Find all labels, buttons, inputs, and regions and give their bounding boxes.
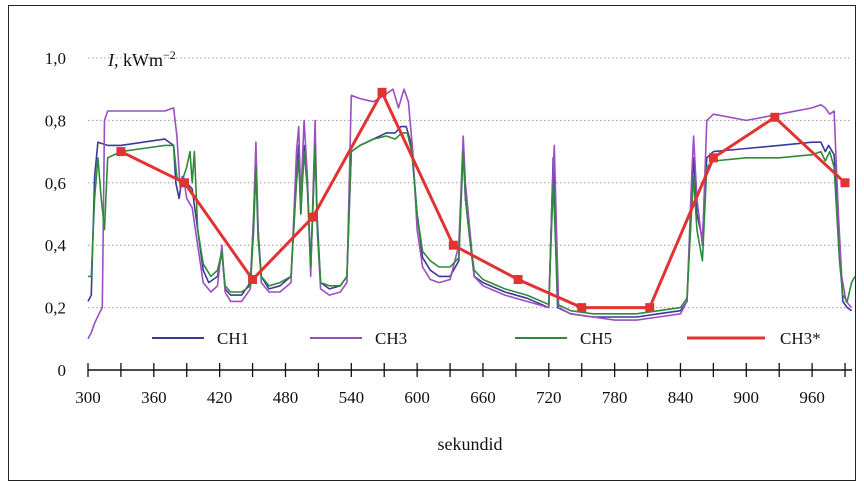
x-tick-label-5: 600 xyxy=(404,388,430,407)
x-tick-label-0: 300 xyxy=(75,388,101,407)
data-point-2 xyxy=(248,275,258,285)
y-tick-label-2: 0,4 xyxy=(45,236,67,255)
y-axis-title: I, kWm−2 xyxy=(107,48,176,70)
y-tick-label-5: 1,0 xyxy=(45,49,66,68)
x-tick-label-4: 540 xyxy=(339,388,365,407)
x-tick-label-7: 720 xyxy=(536,388,562,407)
x-tick-label-11: 960 xyxy=(799,388,825,407)
series-lines xyxy=(87,87,856,340)
data-point-4 xyxy=(377,87,387,97)
chart-frame xyxy=(8,5,856,481)
data-point-6 xyxy=(513,275,523,285)
series-line-ch5 xyxy=(88,132,856,315)
x-tick-label-9: 840 xyxy=(668,388,694,407)
data-point-1 xyxy=(180,178,190,188)
data-point-0 xyxy=(116,147,126,157)
legend-label-2: CH5 xyxy=(580,329,612,348)
data-point-5 xyxy=(448,240,458,250)
y-tick-label-1: 0,2 xyxy=(45,299,66,318)
series-line-ch3 xyxy=(87,88,853,340)
x-tick-label-6: 660 xyxy=(470,388,496,407)
axes: 0 0,2 0,4 0,6 0,8 1,0 300 360 420 480 540 600 660 720… xyxy=(45,49,852,407)
legend: CH1 CH3 CH5 CH3* xyxy=(144,324,838,350)
legend-label-0: CH1 xyxy=(217,329,249,348)
x-tick-label-2: 420 xyxy=(207,388,233,407)
data-point-10 xyxy=(770,112,780,122)
x-tick-label-10: 900 xyxy=(734,388,760,407)
legend-label-3: CH3* xyxy=(780,329,821,348)
data-point-8 xyxy=(645,303,655,313)
x-axis-title: sekundid xyxy=(438,434,503,454)
data-point-11 xyxy=(840,178,850,188)
data-point-9 xyxy=(708,153,718,163)
gridlines xyxy=(88,57,852,309)
x-tick-label-1: 360 xyxy=(141,388,167,407)
x-tick-label-3: 480 xyxy=(273,388,299,407)
series-line-ch3-star xyxy=(120,90,847,310)
data-point-3 xyxy=(308,212,318,222)
y-tick-label-4: 0,8 xyxy=(45,111,66,130)
data-point-7 xyxy=(577,303,587,313)
series-line-ch1 xyxy=(87,125,853,318)
x-tick-label-8: 780 xyxy=(602,388,628,407)
legend-label-1: CH3 xyxy=(375,329,407,348)
y-tick-label-0: 0 xyxy=(58,361,67,380)
y-tick-label-3: 0,6 xyxy=(45,174,66,193)
